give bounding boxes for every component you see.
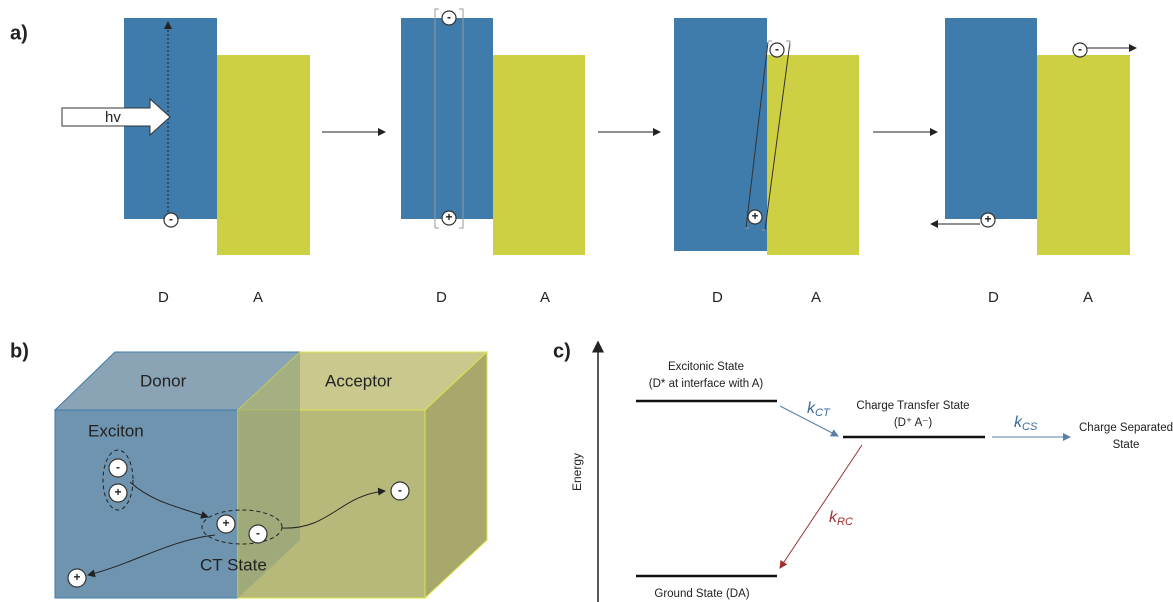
acceptor-label: A <box>1083 289 1093 306</box>
panel-b: b) Donor Acceptor Exciton CT State - + +… <box>10 340 487 598</box>
donor-label: D <box>436 289 447 306</box>
rate-arrow <box>780 445 862 568</box>
panel-c: c) Energy Excitonic State (D* at interfa… <box>553 340 1173 602</box>
rate-label: kCS <box>1014 414 1038 433</box>
charge-sign: + <box>73 570 80 584</box>
panel-label: a) <box>10 22 28 44</box>
donor-title: Donor <box>140 371 187 390</box>
ct-label: CT State <box>200 555 267 574</box>
charge-sign: - <box>1078 42 1082 56</box>
acceptor-label: A <box>540 289 550 306</box>
charge-sign: + <box>984 212 991 226</box>
state-label: Excitonic State <box>668 361 744 373</box>
donor-label: D <box>158 289 169 306</box>
charge-sign: - <box>256 526 260 540</box>
figure: a) hv - D A - + D A - + D A - + D A b) D… <box>0 0 1173 602</box>
charge-sign: - <box>398 483 402 497</box>
charge-sign: + <box>445 210 452 224</box>
acceptor-block <box>1037 55 1130 255</box>
charge-sign: + <box>751 209 758 223</box>
state-label: Ground State (DA) <box>654 588 749 600</box>
acceptor-block <box>493 55 585 255</box>
exciton-label: Exciton <box>88 421 144 440</box>
charge-sign: + <box>114 485 121 499</box>
charge-sign: + <box>222 516 229 530</box>
axis-label: Energy <box>570 453 584 491</box>
charge-sign: - <box>447 10 451 24</box>
rate-label: kCT <box>807 400 831 419</box>
state-label: (D* at interface with A) <box>649 378 764 390</box>
panel-label: c) <box>553 340 571 362</box>
charge-sign: - <box>775 42 779 56</box>
charge-sign: - <box>169 212 173 226</box>
photon-label: hv <box>105 109 121 126</box>
panel-label: b) <box>10 340 29 362</box>
charge-sign: - <box>116 460 120 474</box>
donor-block <box>945 18 1037 219</box>
acceptor-label: A <box>253 289 263 306</box>
acceptor-block <box>767 55 859 255</box>
state-label: (D⁺ A⁻) <box>894 417 933 429</box>
rate-label: kRC <box>829 509 853 528</box>
donor-label: D <box>988 289 999 306</box>
acceptor-block <box>217 55 310 255</box>
state-label: Charge Separated <box>1079 422 1173 434</box>
state-label: State <box>1113 439 1140 451</box>
state-label: Charge Transfer State <box>856 400 969 412</box>
acceptor-title: Acceptor <box>325 371 392 390</box>
donor-label: D <box>712 289 723 306</box>
panel-a: a) hv - D A - + D A - + D A - + D A <box>10 9 1136 306</box>
acceptor-label: A <box>811 289 821 306</box>
donor-block <box>401 18 493 219</box>
